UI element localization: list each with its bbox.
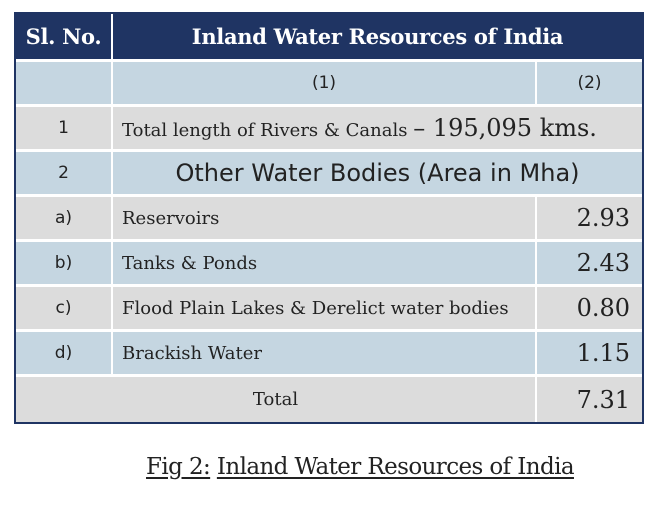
rivers-canals-length: – 195,095 kms.: [413, 114, 597, 142]
table-row: d) Brackish Water 1.15: [16, 332, 643, 377]
row-value: 2.43: [537, 242, 643, 287]
column-label-1: (1): [113, 62, 537, 107]
sl-no-header: Sl. No.: [16, 14, 113, 62]
table-row: 2 Other Water Bodies (Area in Mha): [16, 152, 643, 197]
table-row: b) Tanks & Ponds 2.43: [16, 242, 643, 287]
row-serial: 2: [16, 152, 113, 197]
table-header-row: Sl. No. Inland Water Resources of India: [16, 14, 643, 62]
row-label: Brackish Water: [113, 332, 537, 377]
figure-caption: Fig 2: Inland Water Resources of India: [0, 454, 656, 480]
column-label-2: (2): [537, 62, 643, 107]
rivers-canals-cell: Total length of Rivers & Canals – 195,09…: [113, 107, 643, 152]
table-row: 1 Total length of Rivers & Canals – 195,…: [16, 107, 643, 152]
empty-cell: [16, 62, 113, 107]
row-serial: a): [16, 197, 113, 242]
row-serial: c): [16, 287, 113, 332]
row-label: Flood Plain Lakes & Derelict water bodie…: [113, 287, 537, 332]
table-row: c) Flood Plain Lakes & Derelict water bo…: [16, 287, 643, 332]
column-label-row: (1) (2): [16, 62, 643, 107]
row-serial: b): [16, 242, 113, 287]
row-serial: 1: [16, 107, 113, 152]
table-row: a) Reservoirs 2.93: [16, 197, 643, 242]
total-label: Total: [16, 377, 537, 422]
row-label: Total length of Rivers & Canals: [122, 120, 408, 141]
row-value: 0.80: [537, 287, 643, 332]
table-title: Inland Water Resources of India: [113, 14, 643, 62]
inland-water-resources-table: Sl. No. Inland Water Resources of India …: [14, 12, 645, 424]
caption-prefix: Fig 2:: [146, 454, 211, 480]
row-value: 2.93: [537, 197, 643, 242]
total-value: 7.31: [537, 377, 643, 422]
row-value: 1.15: [537, 332, 643, 377]
other-water-bodies-heading: Other Water Bodies (Area in Mha): [113, 152, 643, 197]
row-label: Reservoirs: [113, 197, 537, 242]
row-serial: d): [16, 332, 113, 377]
caption-text: Inland Water Resources of India: [216, 454, 575, 480]
row-label: Tanks & Ponds: [113, 242, 537, 287]
total-row: Total 7.31: [16, 377, 643, 422]
